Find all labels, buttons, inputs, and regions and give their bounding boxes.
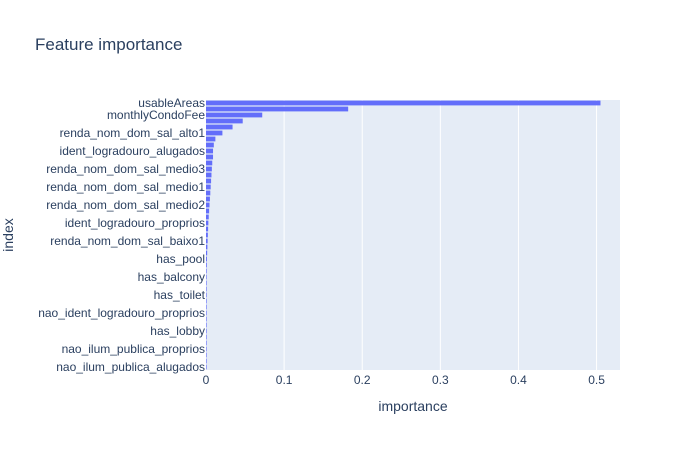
plot-background	[206, 100, 620, 370]
bar	[206, 226, 209, 232]
bar	[206, 244, 208, 250]
bar	[206, 202, 210, 208]
x-tick-labels: 0 0.1 0.2 0.3 0.4 0.5	[203, 373, 606, 387]
bar	[206, 130, 223, 136]
bar	[206, 280, 207, 286]
bar	[206, 298, 207, 304]
y-tick-label: ident_logradouro_proprios	[65, 216, 205, 230]
bar	[206, 166, 212, 172]
bar	[206, 190, 211, 196]
bar	[206, 304, 207, 310]
bar	[206, 172, 212, 178]
x-tick-label: 0.5	[588, 373, 605, 387]
bar	[206, 250, 208, 256]
y-tick-label: nao_ident_logradouro_proprios	[38, 306, 205, 320]
y-tick-label: has_balcony	[138, 270, 205, 284]
x-axis-title: importance	[378, 398, 447, 414]
bar	[206, 124, 233, 130]
bar	[206, 142, 214, 148]
y-tick-label: renda_nom_dom_sal_medio2	[46, 198, 205, 212]
bar	[206, 334, 207, 340]
bar	[206, 310, 207, 316]
bar	[206, 274, 207, 280]
bar	[206, 136, 216, 142]
bar	[206, 220, 209, 226]
bar	[206, 346, 207, 352]
chart-title: Feature importance	[35, 35, 182, 54]
x-tick-label: 0.3	[432, 373, 449, 387]
x-tick-label: 0	[203, 373, 210, 387]
bar	[206, 286, 207, 292]
bar	[206, 118, 243, 124]
bar	[206, 112, 263, 118]
bar	[206, 340, 207, 346]
bar	[206, 154, 214, 160]
bar	[206, 292, 207, 298]
y-tick-label: nao_ilum_publica_alugados	[56, 360, 205, 374]
bar	[206, 184, 211, 190]
bar	[206, 262, 207, 268]
bar	[206, 256, 207, 262]
bar	[206, 208, 210, 214]
bar	[206, 238, 208, 244]
x-tick-label: 0.1	[276, 373, 293, 387]
bar	[206, 322, 207, 328]
bar	[206, 328, 207, 334]
bar	[206, 178, 212, 184]
y-tick-label: renda_nom_dom_sal_medio3	[46, 162, 205, 176]
y-tick-label: renda_nom_dom_sal_baixo1	[50, 234, 205, 248]
y-axis-title: index	[0, 218, 16, 251]
y-tick-label: nao_ilum_publica_proprios	[62, 342, 205, 356]
bar	[206, 214, 209, 220]
bar	[206, 352, 207, 358]
bars	[206, 100, 601, 370]
bar	[206, 364, 207, 370]
bar	[206, 106, 349, 112]
bar	[206, 268, 207, 274]
gridlines	[283, 100, 598, 370]
y-tick-label: usableAreas	[138, 96, 205, 110]
bar	[206, 232, 208, 238]
y-tick-label: ident_logradouro_alugados	[60, 144, 205, 158]
bar	[206, 196, 210, 202]
bar	[206, 316, 207, 322]
y-tick-label: renda_nom_dom_sal_medio1	[46, 180, 205, 194]
bar	[206, 160, 213, 166]
y-tick-label: has_pool	[156, 252, 205, 266]
y-tick-label: monthlyCondoFee	[107, 108, 205, 122]
x-tick-label: 0.4	[510, 373, 527, 387]
bar	[206, 100, 601, 106]
x-tick-label: 0.2	[354, 373, 371, 387]
bar	[206, 148, 214, 154]
bar	[206, 358, 207, 364]
y-tick-label: has_lobby	[150, 324, 205, 338]
y-tick-label: renda_nom_dom_sal_alto1	[60, 126, 206, 140]
y-tick-label: has_toilet	[154, 288, 206, 302]
